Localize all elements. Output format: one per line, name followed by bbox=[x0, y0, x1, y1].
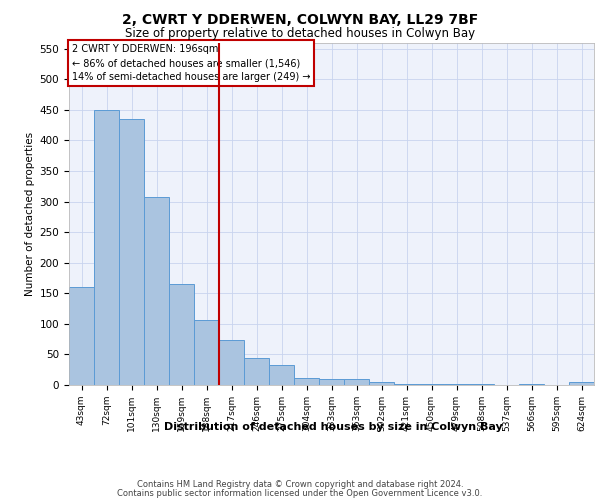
Bar bbox=[294, 378, 319, 385]
Bar bbox=[569, 382, 594, 385]
Bar bbox=[94, 110, 119, 385]
Bar bbox=[69, 287, 94, 385]
Text: 2, CWRT Y DDERWEN, COLWYN BAY, LL29 7BF: 2, CWRT Y DDERWEN, COLWYN BAY, LL29 7BF bbox=[122, 12, 478, 26]
Bar bbox=[319, 380, 344, 385]
Text: 2 CWRT Y DDERWEN: 196sqm
← 86% of detached houses are smaller (1,546)
14% of sem: 2 CWRT Y DDERWEN: 196sqm ← 86% of detach… bbox=[71, 44, 310, 82]
Bar bbox=[244, 358, 269, 385]
Bar bbox=[519, 384, 544, 385]
Bar bbox=[269, 365, 294, 385]
Text: Contains public sector information licensed under the Open Government Licence v3: Contains public sector information licen… bbox=[118, 488, 482, 498]
Text: Contains HM Land Registry data © Crown copyright and database right 2024.: Contains HM Land Registry data © Crown c… bbox=[137, 480, 463, 489]
Bar bbox=[394, 384, 419, 385]
Bar bbox=[219, 340, 244, 385]
Bar bbox=[444, 384, 469, 385]
Y-axis label: Number of detached properties: Number of detached properties bbox=[25, 132, 35, 296]
Bar bbox=[344, 380, 369, 385]
Bar bbox=[119, 119, 144, 385]
Bar bbox=[369, 382, 394, 385]
Text: Distribution of detached houses by size in Colwyn Bay: Distribution of detached houses by size … bbox=[164, 422, 502, 432]
Bar bbox=[469, 384, 494, 385]
Bar bbox=[169, 284, 194, 385]
Bar bbox=[419, 384, 444, 385]
Bar bbox=[144, 197, 169, 385]
Text: Size of property relative to detached houses in Colwyn Bay: Size of property relative to detached ho… bbox=[125, 28, 475, 40]
Bar bbox=[194, 320, 219, 385]
